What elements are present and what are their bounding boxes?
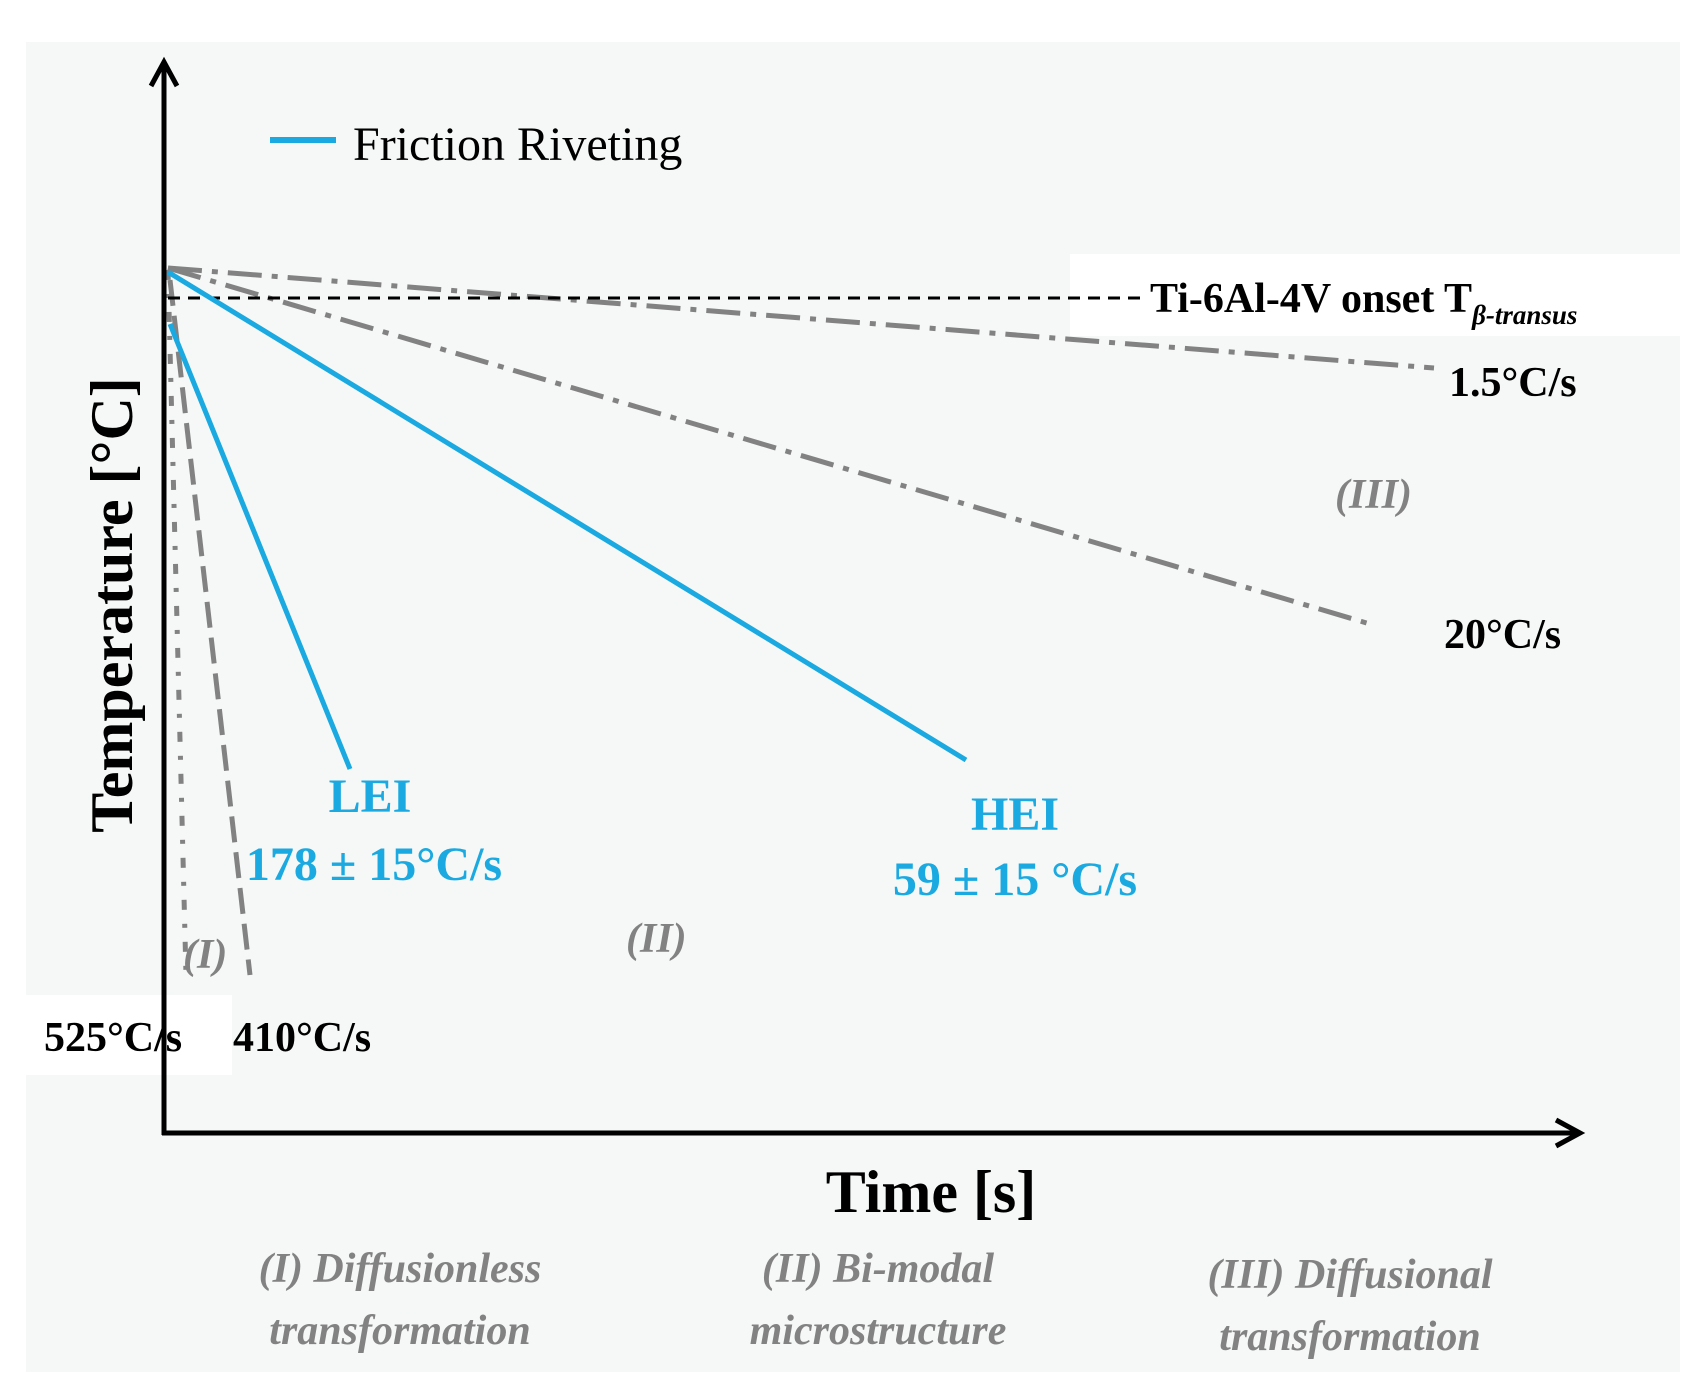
- curve-20-c-per-s: [167, 265, 1371, 627]
- rate-1-5-label: 1.5°C/s: [1449, 360, 1577, 406]
- x-axis-arrowhead: [1554, 1117, 1586, 1149]
- rate-525-label: 525°C/s: [44, 1015, 182, 1061]
- reference-label-box: [1070, 254, 1680, 336]
- region-2-marker: (II): [626, 916, 687, 962]
- beta-transus-label: Ti-6Al-4V onset Tβ-transus: [1150, 276, 1577, 330]
- rate-20-label: 20°C/s: [1444, 612, 1561, 658]
- reference-cooling-curves: [165, 265, 1435, 976]
- lei-curve: [167, 323, 353, 770]
- caption-1-line-2: transformation: [269, 1308, 530, 1354]
- caption-2-line-1: (II) Bi-modal: [762, 1246, 995, 1292]
- curve-1-5-c-per-s: [167, 265, 1435, 371]
- y-axis-arrowhead: [148, 56, 180, 88]
- x-axis-title: Time [s]: [826, 1159, 1037, 1225]
- region-3-marker: (III): [1335, 472, 1412, 518]
- friction-riveting-curves: [166, 269, 968, 770]
- region-1-marker: (I): [183, 932, 227, 978]
- hei-label: HEI: [971, 788, 1059, 841]
- caption-3-line-2: transformation: [1219, 1314, 1480, 1360]
- caption-2-line-2: microstructure: [750, 1308, 1007, 1354]
- curve-410-c-per-s: [167, 279, 253, 976]
- hei-curve: [166, 269, 968, 763]
- rate-410-label: 410°C/s: [233, 1015, 371, 1061]
- rate-525-label-box: [26, 995, 232, 1075]
- hei-rate-label: 59 ± 15 °C/s: [893, 853, 1137, 906]
- caption-1-line-1: (I) Diffusionless: [259, 1246, 542, 1292]
- legend-label: Friction Riveting: [353, 118, 682, 171]
- y-axis-title: Temperature [°C]: [79, 377, 145, 833]
- lei-label: LEI: [329, 770, 412, 823]
- lei-rate-label: 178 ± 15°C/s: [246, 838, 502, 891]
- axes: [148, 56, 1586, 1149]
- caption-3-line-1: (III) Diffusional: [1207, 1252, 1492, 1298]
